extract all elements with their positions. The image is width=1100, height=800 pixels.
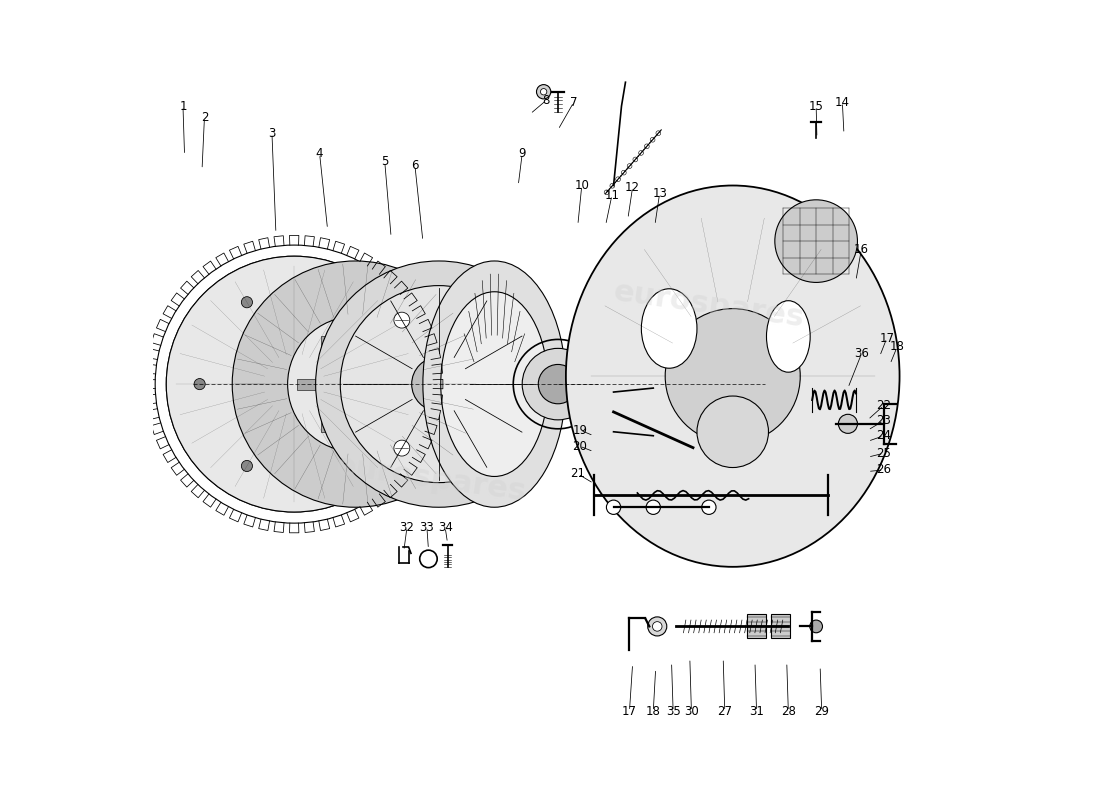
Text: 12: 12 [625,181,640,194]
Circle shape [194,378,206,390]
Circle shape [241,461,253,471]
Circle shape [652,622,662,631]
Bar [321,336,340,347]
Text: 17: 17 [879,331,894,345]
Circle shape [697,396,769,467]
Text: eurospares: eurospares [612,277,806,333]
Text: 6: 6 [411,159,419,172]
Circle shape [774,200,858,282]
Circle shape [287,316,424,452]
Bar [297,378,316,390]
Text: 15: 15 [808,99,824,113]
Bar [747,614,766,638]
Text: 1: 1 [179,99,187,113]
Bar [321,422,340,432]
Text: 11: 11 [605,189,619,202]
Text: 8: 8 [542,94,550,107]
Ellipse shape [641,289,697,368]
Text: 7: 7 [570,95,578,109]
Text: 22: 22 [877,399,891,412]
Text: 2: 2 [200,111,208,125]
Text: 9: 9 [518,147,526,160]
Circle shape [522,348,594,420]
Circle shape [505,376,520,392]
Text: 14: 14 [835,95,850,109]
Text: 36: 36 [854,347,869,361]
Circle shape [336,297,346,308]
Text: 17: 17 [621,705,637,718]
Circle shape [318,347,393,421]
Circle shape [606,500,620,514]
Circle shape [232,261,478,507]
Text: 28: 28 [781,705,795,718]
Bar [371,422,389,432]
Text: eurospares: eurospares [333,452,528,507]
Circle shape [537,85,551,99]
Ellipse shape [441,292,548,477]
Text: 30: 30 [684,705,699,718]
Text: 25: 25 [877,446,891,460]
Bar [395,378,415,390]
Circle shape [394,440,410,456]
Circle shape [394,312,410,328]
Text: 19: 19 [573,424,587,437]
Circle shape [166,256,422,512]
Ellipse shape [565,186,900,567]
Circle shape [340,286,537,482]
Text: 32: 32 [399,521,415,534]
Circle shape [538,365,578,404]
Circle shape [648,617,667,636]
Circle shape [838,414,858,434]
Text: 4: 4 [316,147,323,160]
Circle shape [316,261,562,507]
Text: 5: 5 [381,155,388,168]
Circle shape [283,373,306,395]
Text: 10: 10 [574,179,590,192]
Text: 16: 16 [854,242,869,255]
Text: 31: 31 [749,705,764,718]
Circle shape [343,372,367,397]
Text: 34: 34 [438,521,452,534]
Bar [771,614,790,638]
Circle shape [336,461,346,471]
Circle shape [540,89,547,95]
Circle shape [666,309,801,444]
Text: 3: 3 [268,126,276,139]
Text: 27: 27 [717,705,733,718]
Text: 20: 20 [572,439,586,453]
Text: 21: 21 [570,467,585,480]
Text: 18: 18 [890,340,904,354]
Circle shape [241,297,253,308]
Text: 33: 33 [419,521,435,534]
Circle shape [411,357,466,411]
Text: 24: 24 [877,430,891,442]
Text: 23: 23 [877,414,891,427]
Text: 35: 35 [666,705,681,718]
Circle shape [810,620,823,633]
Circle shape [383,378,394,390]
Bar [371,336,389,347]
Ellipse shape [767,301,811,372]
Text: 26: 26 [877,463,891,477]
Ellipse shape [422,261,565,507]
Text: 18: 18 [646,705,661,718]
Text: 29: 29 [814,705,829,718]
Circle shape [702,500,716,514]
Circle shape [427,372,451,397]
Text: 13: 13 [652,187,667,200]
Circle shape [646,500,660,514]
